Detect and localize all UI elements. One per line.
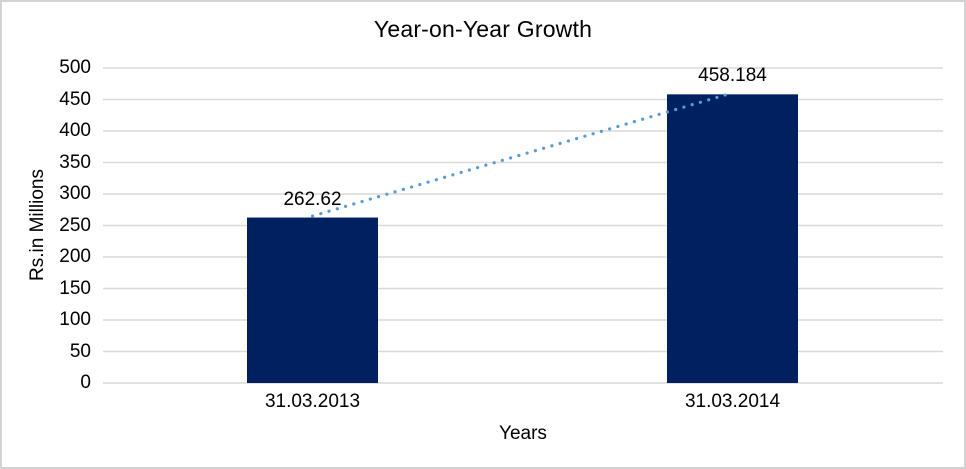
bar-31.03.2013 [247,217,378,383]
x-axis-title: Years [499,423,547,444]
y-tick-label-0: 0 [80,372,91,393]
y-tick-label-250: 250 [59,214,91,236]
data-label: 262.62 [283,188,342,210]
y-tick-label-500: 500 [59,57,91,78]
bar-31.03.2014 [667,94,798,383]
category-label: 31.03.2014 [684,391,781,412]
y-tick-label-400: 400 [59,120,91,141]
y-tick-label-200: 200 [59,246,91,267]
y-tick-label-300: 300 [59,183,91,204]
data-label: 458.184 [698,65,767,87]
y-tick-label-350: 350 [59,151,91,173]
y-tick-label-100: 100 [59,309,91,330]
y-tick-label-50: 50 [69,340,91,362]
chart-title: Year-on-Year Growth [373,16,593,42]
category-label: 31.03.2013 [264,391,361,412]
y-tick-label-450: 450 [59,88,91,110]
y-tick-label-150: 150 [59,277,91,299]
